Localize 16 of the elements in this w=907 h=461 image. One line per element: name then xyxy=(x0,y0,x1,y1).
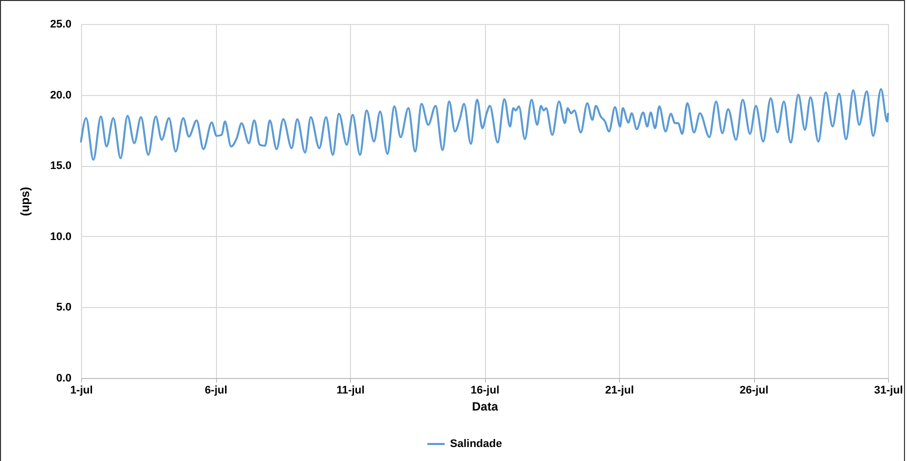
y-tick-label: 5.0 xyxy=(56,302,72,314)
y-axis-title: (ups) xyxy=(18,186,32,216)
legend-label: Salindade xyxy=(450,438,502,450)
y-tick-label: 10.0 xyxy=(50,230,72,243)
x-tick-label: 21-jul xyxy=(605,384,634,396)
x-tick-label: 11-jul xyxy=(336,384,365,396)
x-axis-title: Data xyxy=(472,400,498,414)
y-tick-label: 0.0 xyxy=(56,372,72,384)
x-tick-label: 16-jul xyxy=(470,384,500,396)
x-tick-label: 1-jul xyxy=(70,384,93,396)
y-tick-label: 20.0 xyxy=(50,89,72,102)
x-tick-label: 31-jul xyxy=(874,384,903,396)
x-tick-label: 26-jul xyxy=(740,384,768,396)
y-tick-label: 25.0 xyxy=(50,18,72,30)
x-tick-label: 6-jul xyxy=(204,384,228,396)
y-tick-label: 15.0 xyxy=(50,160,72,172)
